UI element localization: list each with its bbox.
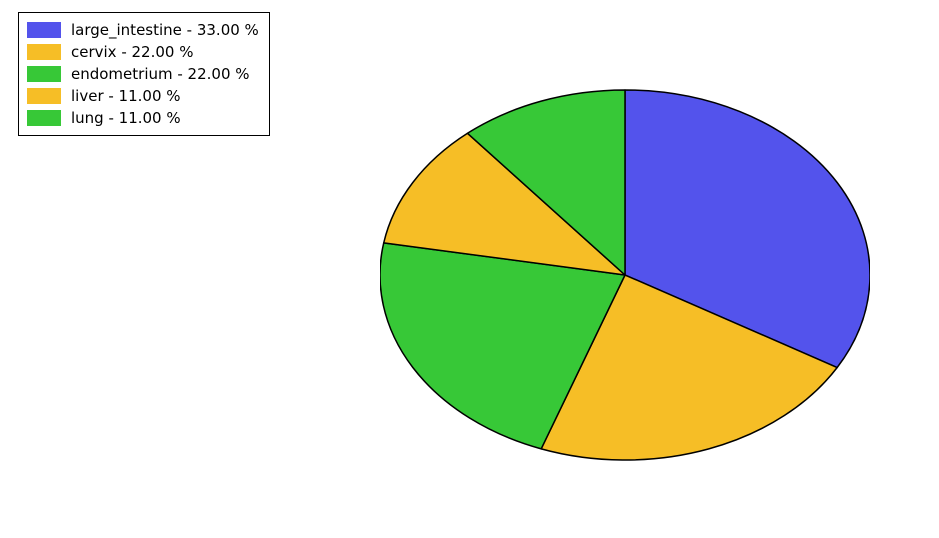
legend-label: large_intestine - 33.00 % <box>71 19 259 41</box>
legend-label: liver - 11.00 % <box>71 85 181 107</box>
legend-item: large_intestine - 33.00 % <box>27 19 259 41</box>
legend-label: endometrium - 22.00 % <box>71 63 250 85</box>
legend-label: lung - 11.00 % <box>71 107 181 129</box>
legend-item: liver - 11.00 % <box>27 85 259 107</box>
legend-swatch-icon <box>27 66 61 82</box>
pie-chart <box>380 75 870 475</box>
legend-item: cervix - 22.00 % <box>27 41 259 63</box>
legend-label: cervix - 22.00 % <box>71 41 193 63</box>
chart-legend: large_intestine - 33.00 % cervix - 22.00… <box>18 12 270 136</box>
legend-swatch-icon <box>27 88 61 104</box>
legend-swatch-icon <box>27 110 61 126</box>
legend-swatch-icon <box>27 22 61 38</box>
legend-swatch-icon <box>27 44 61 60</box>
legend-item: endometrium - 22.00 % <box>27 63 259 85</box>
legend-item: lung - 11.00 % <box>27 107 259 129</box>
